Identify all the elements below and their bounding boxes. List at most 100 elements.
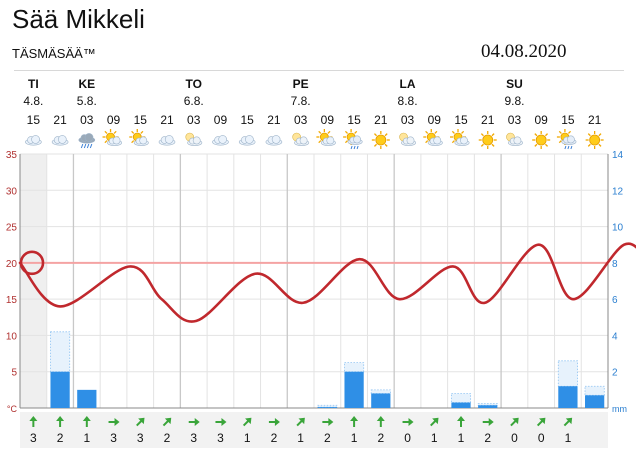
sun-ray xyxy=(544,133,549,137)
wind-arrow-head xyxy=(408,418,414,426)
sun-ray xyxy=(131,130,135,134)
rain-cloud-icon xyxy=(78,133,96,149)
sun-ray xyxy=(140,130,144,134)
day-name: SU xyxy=(506,77,523,91)
rain-drop xyxy=(567,145,570,150)
day-date: 9.8. xyxy=(504,94,524,108)
precip-bar xyxy=(585,395,605,408)
cloud-part xyxy=(57,135,67,144)
wind-speed: 3 xyxy=(137,431,144,445)
hour-label: 15 xyxy=(454,113,468,127)
precipitation-bars xyxy=(50,331,605,408)
wind-arrow-icon xyxy=(510,417,519,427)
wind-arrow-head xyxy=(298,417,305,425)
current-temperature-marker xyxy=(19,250,45,276)
left-axis-tick: °C xyxy=(7,404,18,414)
rain-drop xyxy=(356,145,359,150)
wind-speed: 3 xyxy=(190,431,197,445)
wind-arrow-icon xyxy=(350,416,359,427)
wind-arrow-icon xyxy=(82,416,91,427)
wind-arrow-icon xyxy=(188,418,200,426)
hour-label: 09 xyxy=(107,113,121,127)
sun-disc xyxy=(482,134,494,146)
sun-disc xyxy=(589,134,601,146)
hour-label: 09 xyxy=(428,113,442,127)
hour-label: 03 xyxy=(401,113,415,127)
partly-cloudy-icon xyxy=(238,135,256,146)
day-name: PE xyxy=(293,77,309,91)
sun-ray xyxy=(451,130,455,134)
partly-sunny-icon xyxy=(316,129,336,146)
sun-ray xyxy=(534,143,538,147)
sun-ray xyxy=(480,143,484,147)
wind-row: 3 2 1 3 3 2 3 3 1 2 1 2 1 2 0 1 1 2 0 0 1 xyxy=(20,412,608,448)
cloud-part xyxy=(513,136,522,145)
sun-ray xyxy=(384,143,388,147)
wind-speed: 1 xyxy=(351,431,358,445)
wind-arrow-head xyxy=(565,417,573,425)
day-name: TO xyxy=(186,77,202,91)
wind-speed: 3 xyxy=(30,431,37,445)
header-divider xyxy=(14,70,624,71)
wind-speed: 2 xyxy=(271,431,278,445)
sun-rain-icon xyxy=(343,129,363,150)
cloud-part xyxy=(164,135,174,144)
precip-uncertain-bar xyxy=(50,331,71,373)
cloud-part xyxy=(460,136,468,145)
precip-bar xyxy=(50,371,70,408)
wind-arrow-head xyxy=(194,418,200,426)
wind-speed: 1 xyxy=(297,431,304,445)
day-date: 7.8. xyxy=(291,94,311,108)
precip-bar xyxy=(317,407,337,408)
partly-sunny-icon xyxy=(423,129,443,146)
wind-speed: 2 xyxy=(484,431,491,445)
right-axis-tick: 6 xyxy=(612,295,618,306)
wind-arrow-icon xyxy=(563,417,573,427)
sun-ray xyxy=(327,130,331,134)
sun-icon xyxy=(532,131,551,149)
day-date: 8.8. xyxy=(398,94,418,108)
left-axis-tick: 25 xyxy=(6,223,18,234)
brand-label: TÄSMÄSÄÄ™ xyxy=(12,46,96,61)
hour-label: 15 xyxy=(347,113,361,127)
wind-speed: 1 xyxy=(431,431,438,445)
day-date: 5.8. xyxy=(77,94,97,108)
wind-arrow-head xyxy=(488,418,494,426)
wind-arrow-head xyxy=(274,418,280,426)
precip-bar xyxy=(344,371,364,408)
wind-arrow-icon xyxy=(402,418,414,426)
sun-ray xyxy=(425,140,429,144)
temperature-line xyxy=(18,242,636,323)
sun-ray xyxy=(434,130,438,134)
wind-arrow-head xyxy=(539,417,546,425)
precip-uncertain-bar xyxy=(370,389,391,394)
rain-drop xyxy=(86,143,90,149)
cloud-part xyxy=(245,135,254,144)
cloud-moon-icon xyxy=(292,132,310,146)
precip-bar xyxy=(77,389,97,408)
chart-grid xyxy=(19,153,609,408)
hour-label: 09 xyxy=(535,113,549,127)
wind-arrow-icon xyxy=(268,418,280,426)
wind-arrow-icon xyxy=(536,417,546,427)
wind-arrow-head xyxy=(82,416,91,421)
hour-label: 03 xyxy=(187,113,201,127)
wind-speed: 2 xyxy=(164,431,171,445)
sun-ray xyxy=(598,133,602,137)
wind-arrow-head xyxy=(221,418,227,426)
sun-icon xyxy=(478,131,497,149)
left-axis-tick: 5 xyxy=(11,368,17,379)
cloud-moon-icon xyxy=(506,132,523,146)
precip-bar xyxy=(371,393,391,408)
partly-cloudy-icon xyxy=(51,135,69,146)
rain-drop xyxy=(353,145,356,150)
hour-label: 15 xyxy=(134,113,148,127)
right-axis-tick: 12 xyxy=(612,186,624,197)
sun-icon xyxy=(371,131,390,149)
day-labels: TI 4.8. KE 5.8. TO 6.8. PE 7.8. LA 8.8. SU 9.8. xyxy=(23,77,524,108)
wind-speed: 1 xyxy=(565,431,572,445)
sun-ray xyxy=(318,140,322,144)
cloud-part xyxy=(112,136,121,145)
partly-sunny-icon xyxy=(129,129,149,146)
